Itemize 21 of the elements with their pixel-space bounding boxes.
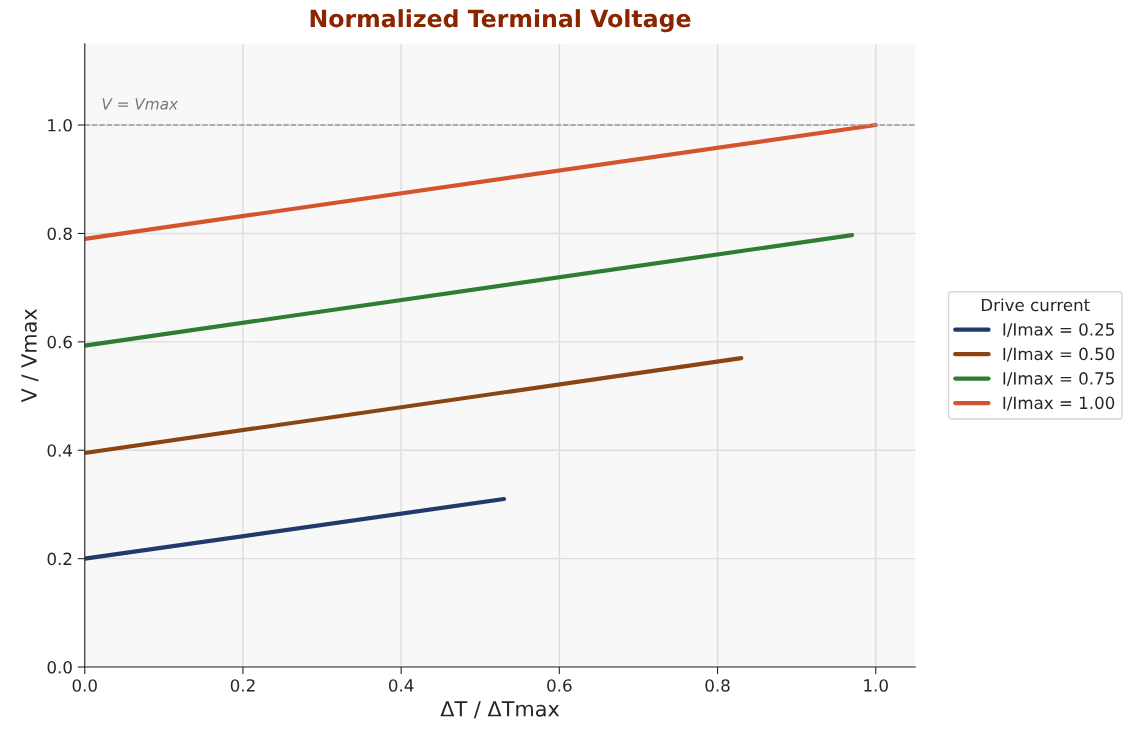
legend-label: I/Imax = 1.00 — [1003, 396, 1115, 411]
y-tick-label: 0.8 — [47, 227, 72, 241]
y-tick-label: 0.4 — [47, 444, 73, 457]
legend-label: I/Imax = 0.50 — [1003, 347, 1115, 362]
x-axis-title: ΔT / ΔTmax — [440, 701, 560, 719]
chart-title: Normalized Terminal Voltage — [310, 9, 691, 33]
x-tick-label: 0.0 — [72, 679, 97, 692]
y-tick-label: 1.0 — [48, 119, 72, 132]
legend-label: I/Imax = 0.25 — [1003, 323, 1114, 338]
x-tick-label: 1.0 — [864, 679, 888, 692]
legend-title: Drive current — [981, 298, 1090, 312]
y-tick-label: 0.6 — [47, 335, 72, 349]
x-tick-label: 0.4 — [389, 679, 414, 692]
legend-label: I/Imax = 0.75 — [1003, 372, 1114, 386]
y-axis-title: V / Vmax — [21, 308, 39, 403]
x-tick-label: 0.6 — [547, 679, 572, 692]
x-tick-label: 0.2 — [230, 679, 255, 692]
ref-line-label: V = Vmax — [102, 98, 179, 110]
x-tick-label: 0.8 — [705, 679, 730, 692]
y-tick-label: 0.0 — [47, 661, 72, 674]
y-tick-label: 0.2 — [47, 552, 72, 566]
